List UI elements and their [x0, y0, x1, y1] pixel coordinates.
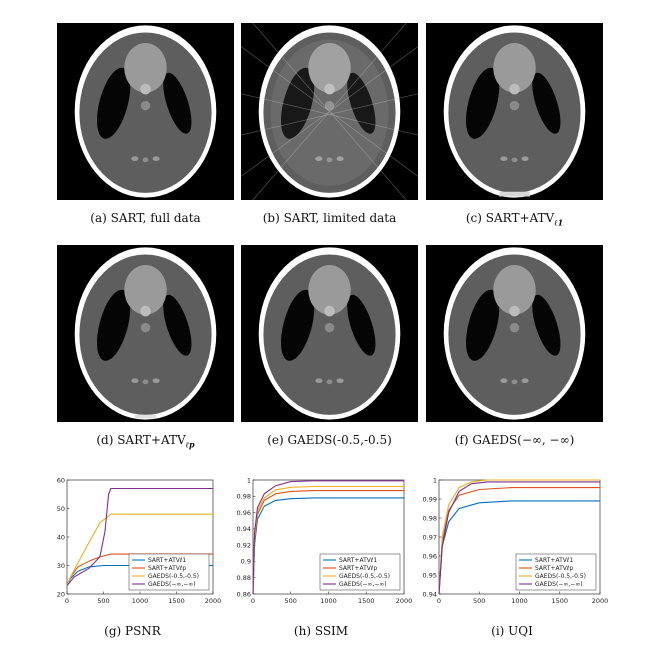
chart-uqi: 0 500 1000 1500 2000 0.94 0.95 0.96 0.97 0.98 0.99…	[423, 476, 609, 605]
x-tick-label: 500	[473, 597, 485, 605]
y-tick-label: 40	[57, 533, 65, 541]
chart-ssim: 0 500 1000 1500 2000 0.86 0.88 0.9 0.92 0.94 0.96 0…	[237, 476, 413, 605]
y-tick-label: 50	[57, 505, 65, 513]
caption-b: (b) SART, limited data	[262, 211, 397, 225]
image-sart-atv-lp	[57, 245, 234, 422]
image-sart-full-data	[57, 23, 234, 200]
y-tick-label: 0.86	[237, 590, 251, 598]
y-tick-label: 0.94	[423, 590, 437, 598]
caption-e: (e) GAEDS(-0.5,-0.5)	[267, 433, 392, 447]
caption-a: (a) SART, full data	[90, 211, 201, 225]
x-tick-label: 2000	[396, 597, 413, 605]
legend-entry: GAEDS(-0.5,-0.5)	[339, 573, 390, 580]
x-tick-label: 1000	[132, 597, 149, 605]
legend-entry: GAEDS(−∞,−∞)	[148, 581, 196, 588]
y-tick-label: 1	[433, 476, 437, 484]
y-tick-label: 0.96	[237, 509, 251, 517]
series-line	[66, 487, 213, 586]
x-tick-label: 500	[97, 597, 109, 605]
y-tick-label: 0.99	[423, 495, 437, 503]
y-tick-label: 20	[57, 590, 65, 598]
y-tick-label: 0.98	[237, 493, 251, 501]
y-tick-label: 0.88	[237, 574, 251, 582]
x-tick-label: 0	[437, 597, 441, 605]
y-tick-label: 0.96	[423, 552, 437, 560]
y-tick-label: 1	[247, 476, 251, 484]
y-tick-label: 0.98	[423, 514, 437, 522]
y-tick-label: 0.95	[423, 571, 437, 579]
y-tick-label: 0.9	[241, 558, 251, 566]
series-line	[438, 479, 600, 595]
caption-f: (f) GAEDS(−∞, −∞)	[454, 433, 575, 447]
y-tick-label: 0.97	[423, 533, 437, 541]
x-tick-label: 1000	[511, 597, 528, 605]
legend-entry: GAEDS(-0.5,-0.5)	[148, 573, 199, 580]
legend-entry: SART+ATVℓp	[339, 565, 377, 572]
x-tick-label: 1500	[358, 597, 375, 605]
x-tick-label: 1000	[320, 597, 337, 605]
x-tick-label: 0	[251, 597, 255, 605]
legend-entry: GAEDS(−∞,−∞)	[339, 581, 387, 588]
legend-entry: GAEDS(-0.5,-0.5)	[535, 573, 586, 580]
legend-entry: SART+ATVℓp	[148, 565, 186, 572]
x-tick-label: 2000	[592, 597, 609, 605]
image-sart-limited-data	[241, 23, 418, 200]
caption-c: (c) SART+ATVℓ1	[465, 211, 564, 228]
series-line	[438, 481, 600, 595]
legend-entry: GAEDS(−∞,−∞)	[535, 581, 583, 588]
legend-entry: SART+ATVℓ1	[339, 557, 377, 564]
x-tick-label: 1500	[551, 597, 568, 605]
x-tick-label: 2000	[205, 597, 222, 605]
y-tick-label: 60	[57, 476, 65, 484]
chart-psnr: 0 500 1000 1500 2000 20 30 40 50 60 SART+ATVℓ1SART…	[57, 476, 222, 605]
caption-g: (g) PSNR	[104, 624, 161, 638]
image-gaeds-half	[241, 245, 418, 422]
caption-h: (h) SSIM	[293, 624, 349, 638]
legend-entry: SART+ATVℓ1	[148, 557, 186, 564]
x-tick-label: 0	[65, 597, 69, 605]
image-gaeds-inf	[426, 245, 603, 422]
y-tick-label: 30	[57, 562, 65, 570]
x-tick-label: 1500	[168, 597, 185, 605]
x-tick-label: 500	[285, 597, 297, 605]
caption-d: (d) SART+ATVℓp	[96, 433, 195, 450]
y-tick-label: 0.94	[237, 525, 251, 533]
legend-entry: SART+ATVℓp	[535, 565, 573, 572]
legend-entry: SART+ATVℓ1	[535, 557, 573, 564]
caption-i: (i) UQI	[491, 624, 533, 638]
series-line	[252, 480, 404, 595]
y-tick-label: 0.92	[237, 541, 251, 549]
image-sart-atv-l1	[426, 23, 603, 200]
series-line	[66, 513, 213, 586]
